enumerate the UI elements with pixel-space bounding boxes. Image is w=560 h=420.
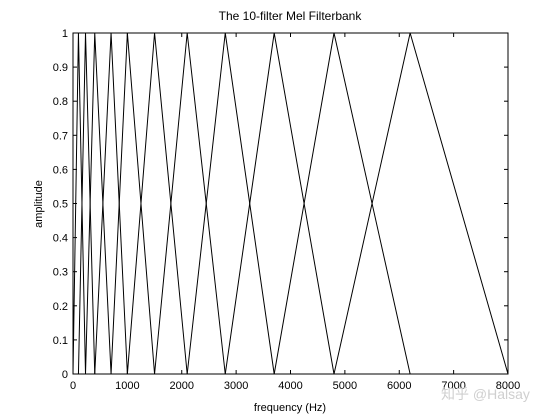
y-tick-label: 0.7: [53, 130, 68, 142]
mel-filter-7: [154, 32, 226, 375]
mel-filter-6: [126, 32, 188, 375]
x-tick-label: 3000: [224, 380, 248, 392]
mel-filter-1: [72, 32, 87, 375]
plot-frame: [72, 32, 509, 375]
x-tick-label: 4000: [278, 380, 302, 392]
y-axis-label: amplitude: [33, 180, 45, 228]
x-axis: 0 1000 2000 3000 4000 5000 6000 7000 8000: [70, 33, 520, 392]
y-tick-label: 0.9: [53, 62, 68, 74]
mel-filter-10: [273, 32, 411, 375]
x-tick-label: 5000: [333, 380, 357, 392]
plot-area: [72, 32, 509, 375]
mel-filter-9: [224, 32, 335, 375]
x-tick-label: 8000: [496, 380, 520, 392]
x-tick-label: 2000: [170, 380, 194, 392]
y-tick-label: 0: [62, 369, 68, 381]
y-tick-label: 0.4: [53, 233, 68, 245]
x-tick-label: 6000: [387, 380, 411, 392]
mel-filter-4: [94, 32, 128, 375]
mel-filter-3: [85, 32, 112, 375]
x-axis-label: frequency (Hz): [254, 402, 326, 414]
mel-filter-2: [77, 32, 96, 375]
y-axis: 0 0.1 0.2 0.3 0.4 0.5 0.6 0.7 0.8 0.9 1: [53, 28, 508, 381]
y-tick-label: 0.2: [53, 301, 68, 313]
x-tick-label: 7000: [441, 380, 465, 392]
y-tick-label: 0.6: [53, 164, 68, 176]
x-tick-label: 0: [70, 380, 76, 392]
y-tick-label: 0.5: [53, 199, 68, 211]
x-tick-label: 1000: [115, 380, 139, 392]
mel-filter-11: [333, 32, 509, 375]
y-tick-label: 0.3: [53, 267, 68, 279]
y-tick-label: 0.8: [53, 96, 68, 108]
y-tick-label: 1: [62, 28, 68, 40]
watermark: 知乎 @Halsay: [441, 386, 530, 402]
mel-filter-8: [186, 32, 275, 375]
y-tick-label: 0.1: [53, 335, 68, 347]
chart-title: The 10-filter Mel Filterbank: [219, 9, 363, 23]
